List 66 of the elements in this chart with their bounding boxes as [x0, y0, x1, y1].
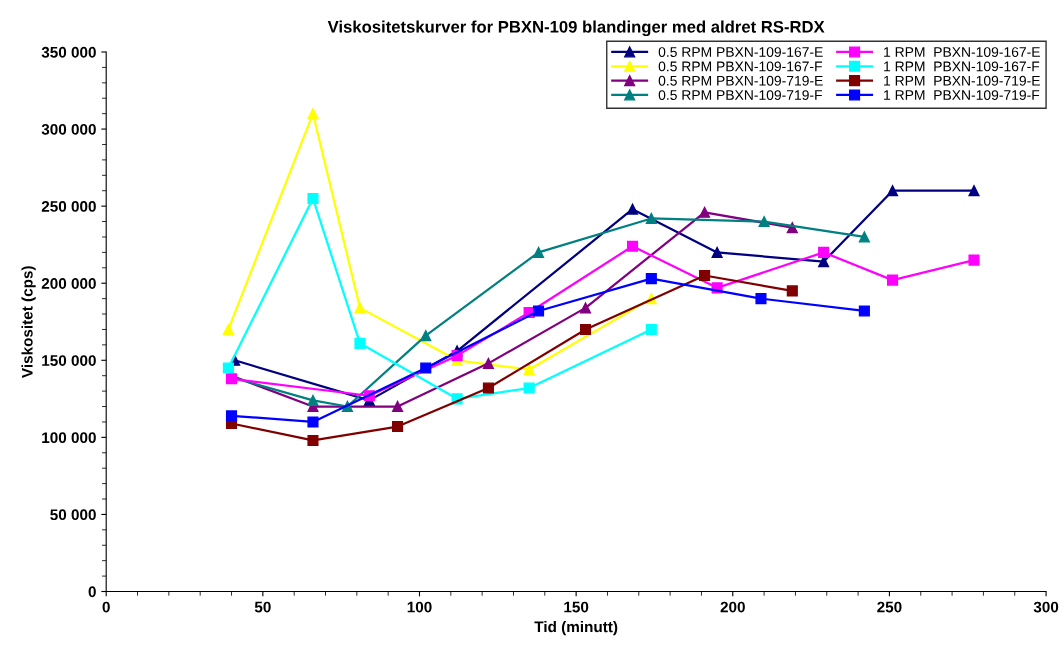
x-tick-label: 100	[407, 601, 432, 613]
point	[968, 254, 980, 266]
x-axis-title: Tid (minutt)	[534, 621, 618, 636]
point	[532, 246, 545, 258]
point	[579, 323, 592, 336]
chart-title: Viskositetskurver for PBXN-109 blandinger med aldret RS-RDX	[327, 20, 825, 37]
legend-label: 0.5 RPM PBXN-109-167-F	[658, 61, 822, 72]
legend-label: 0.5 RPM PBXN-109-719-F	[658, 90, 822, 100]
x-tick-label: 50	[254, 601, 271, 613]
point	[626, 203, 639, 215]
point	[392, 421, 404, 433]
y-tick-label: 0	[88, 586, 96, 598]
y-tick-label: 250 000	[41, 201, 96, 212]
point	[307, 108, 319, 120]
point	[786, 285, 798, 297]
point	[354, 337, 366, 349]
point	[645, 323, 657, 336]
y-tick-label: 300 000	[41, 123, 96, 135]
point	[392, 400, 404, 413]
point	[532, 305, 545, 317]
point	[626, 240, 639, 252]
x-tick-label: 200	[720, 601, 745, 613]
legend-label: 0.5 RPM PBXN-109-167-E	[658, 47, 823, 57]
legend-label: 1 RPM PBXN-109-719-E	[884, 75, 1040, 86]
point	[523, 382, 535, 394]
x-tick-label: 0	[102, 601, 110, 613]
point	[307, 416, 319, 428]
point	[645, 212, 657, 225]
x-tick-label: 300	[1033, 601, 1059, 613]
point	[579, 302, 592, 314]
point	[758, 216, 770, 228]
point	[354, 302, 366, 314]
point	[645, 273, 657, 285]
x-tick-label: 150	[564, 601, 589, 613]
y-tick-label: 200 000	[41, 278, 96, 289]
legend-label: 1 RPM PBXN-109-167-F	[884, 61, 1040, 72]
point	[482, 382, 494, 394]
point	[523, 363, 535, 376]
y-axis-title: Viskositet (cps)	[21, 266, 36, 378]
legend-label: 0.5 RPM PBXN-109-719-E	[658, 75, 823, 86]
point	[887, 185, 899, 197]
point	[225, 410, 238, 422]
point	[968, 185, 980, 197]
point	[222, 323, 234, 336]
y-tick-label: 150 000	[42, 355, 96, 366]
y-tick-label: 350 000	[41, 46, 96, 58]
point	[699, 269, 711, 282]
point	[711, 246, 723, 258]
point	[222, 362, 234, 374]
point	[307, 394, 319, 406]
point	[420, 330, 432, 342]
point	[482, 357, 494, 369]
x-tick-label: 250	[877, 601, 902, 613]
y-tick-label: 50 000	[50, 509, 96, 521]
point	[858, 305, 870, 317]
point	[818, 246, 830, 258]
y-tick-label: 100 000	[42, 432, 96, 444]
point	[699, 206, 711, 218]
point	[755, 293, 767, 305]
legend-label: 1 RPM PBXN-109-167-E	[884, 47, 1040, 57]
point	[887, 274, 899, 286]
point	[420, 362, 432, 374]
point	[307, 192, 319, 204]
point	[858, 231, 870, 243]
legend-label: 1 RPM PBXN-109-719-F	[884, 90, 1040, 100]
point	[307, 434, 319, 446]
